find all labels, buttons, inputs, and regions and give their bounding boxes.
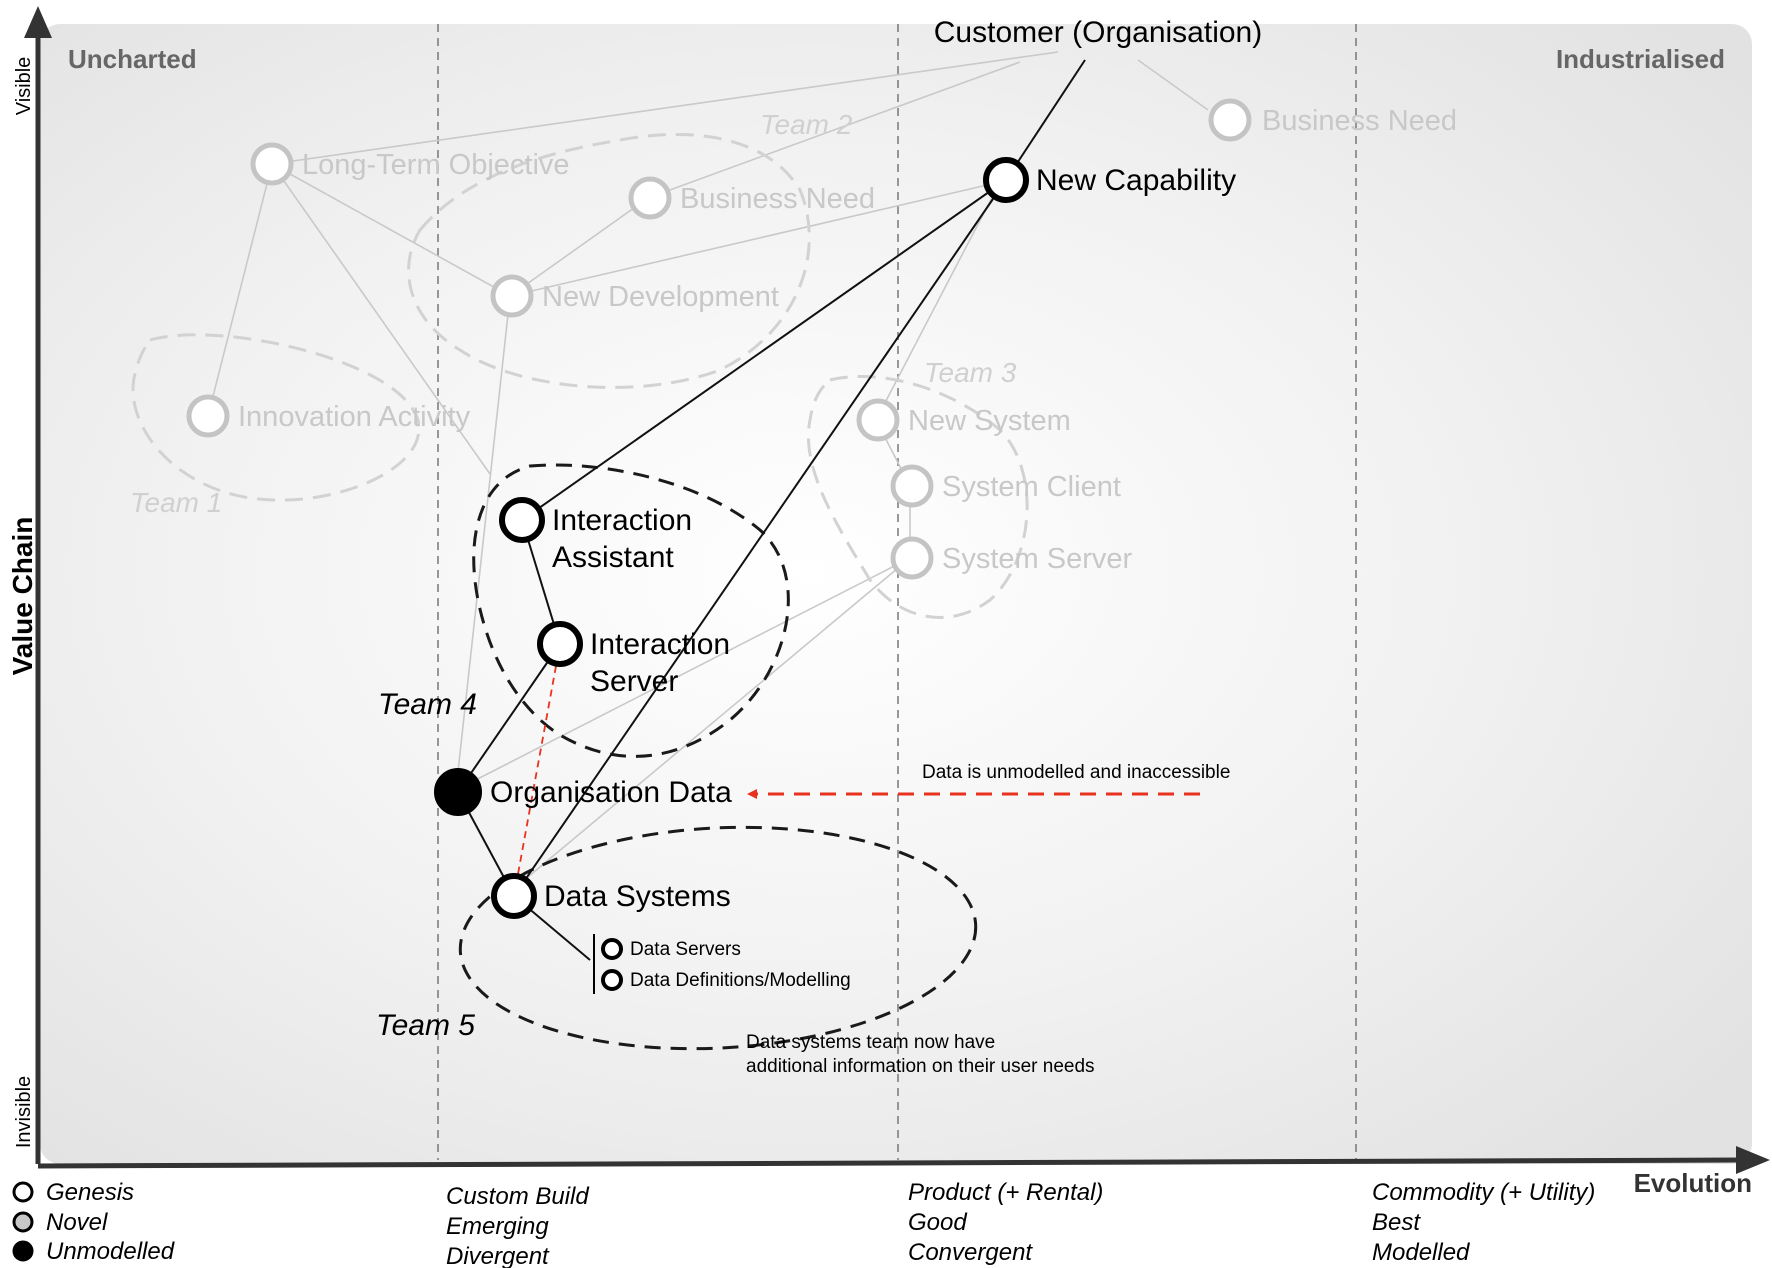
team-boundaries (458, 463, 978, 1051)
team1-boundary (131, 333, 421, 502)
svg-text:Data Servers: Data Servers (630, 939, 741, 960)
svg-text:Interaction: Interaction (552, 504, 692, 537)
svg-text:Unmodelled: Unmodelled (46, 1238, 175, 1265)
corner-label-industrialised: Industrialised (1556, 44, 1725, 74)
legend-genesis-swatch (12, 1181, 34, 1203)
y-axis-bottom-label: Invisible (13, 1076, 35, 1148)
team5-label: Team 5 (376, 1009, 475, 1042)
faded-nodes: Long-Term Objective Business Need Busine… (186, 98, 1457, 580)
svg-text:Long-Term Objective: Long-Term Objective (302, 149, 570, 181)
stage-2-line3: Convergent (908, 1239, 1033, 1266)
node-organisation-data: Organisation Data (434, 768, 732, 816)
team4-boundary (472, 463, 790, 758)
svg-text:Novel: Novel (46, 1209, 108, 1236)
arrow-note: Data is unmodelled and inaccessible (922, 762, 1230, 783)
sub-item-data-definitions: Data Definitions/Modelling (601, 969, 851, 991)
stage-dividers (437, 24, 1357, 1160)
stage-1-line1: Custom Build (446, 1183, 589, 1210)
customer-label: Customer (Organisation) (934, 16, 1262, 49)
stage-2-line1: Product (+ Rental) (908, 1179, 1103, 1206)
y-axis-top-label: Visible (13, 57, 35, 116)
node-new-development: New Development (490, 274, 779, 318)
svg-text:Server: Server (590, 665, 678, 698)
node-system-client: System Client (890, 464, 1121, 508)
stage-1-line2: Emerging (446, 1213, 549, 1240)
corner-label-uncharted: Uncharted (68, 44, 197, 74)
node-system-server: System Server (890, 536, 1132, 580)
faded-team-boundaries (131, 132, 1029, 619)
sub-item-data-servers: Data Servers (601, 938, 741, 960)
node-data-systems: Data Systems (491, 873, 731, 919)
y-axis-arrowhead (24, 6, 52, 38)
legend-unmodelled-swatch (12, 1240, 34, 1262)
legend-novel-swatch (12, 1211, 34, 1233)
team3-label: Team 3 (924, 357, 1017, 388)
svg-text:New Development: New Development (542, 281, 779, 313)
svg-text:Data Definitions/Modelling: Data Definitions/Modelling (630, 970, 851, 991)
node-interaction-assistant: Interaction Assistant (499, 497, 692, 574)
node-new-system: New System (856, 398, 1071, 442)
axes (24, 6, 1770, 1174)
svg-text:Innovation Activity: Innovation Activity (238, 401, 471, 433)
team4-label: Team 4 (378, 688, 477, 721)
x-axis-arrowhead (1736, 1146, 1770, 1174)
svg-text:Genesis: Genesis (46, 1179, 134, 1206)
stage-3-line2: Best (1372, 1209, 1421, 1236)
svg-text:Data Systems: Data Systems (544, 880, 731, 913)
stage-3-line1: Commodity (+ Utility) (1372, 1179, 1595, 1206)
svg-text:System Client: System Client (942, 471, 1121, 503)
svg-text:Business Need: Business Need (1262, 105, 1457, 137)
stage-labels: Custom Build Emerging Divergent Product … (446, 1179, 1595, 1268)
legend-unmodelled: Unmodelled (12, 1238, 175, 1265)
value-chain-links (457, 59, 1086, 961)
team2-label: Team 2 (760, 109, 853, 140)
stage-1-line3: Divergent (446, 1243, 550, 1268)
svg-text:New System: New System (908, 405, 1071, 437)
svg-text:Organisation Data: Organisation Data (490, 776, 732, 809)
node-business-need-2: Business Need (1208, 98, 1457, 142)
node-new-capability: New Capability (983, 157, 1236, 203)
node-interaction-server: Interaction Server (537, 621, 730, 698)
team3-boundary (807, 375, 1029, 619)
link-server-orgdata (457, 643, 561, 793)
svg-text:Business Need: Business Need (680, 183, 875, 215)
link-capability-datasystems (513, 179, 1007, 897)
svg-text:New Capability: New Capability (1036, 164, 1236, 197)
link-capability-assistant (521, 179, 1007, 521)
legend-novel: Novel (12, 1209, 108, 1236)
node-business-need-1: Business Need (628, 176, 875, 220)
data-team-note-line2: additional information on their user nee… (746, 1056, 1095, 1077)
x-axis-title: Evolution (1634, 1168, 1752, 1198)
node-innovation-activity: Innovation Activity (186, 394, 471, 438)
svg-text:Interaction: Interaction (590, 628, 730, 661)
node-long-term-objective: Long-Term Objective (250, 142, 570, 186)
svg-text:System Server: System Server (942, 543, 1132, 575)
map-background (40, 24, 1752, 1164)
team5-boundary (458, 825, 978, 1051)
y-axis-title: Value Chain (7, 517, 38, 676)
stage-2-line2: Good (908, 1209, 967, 1236)
legend: Genesis Novel Unmodelled (12, 1179, 175, 1265)
stage-3-line3: Modelled (1372, 1239, 1470, 1266)
team1-label: Team 1 (130, 487, 222, 518)
data-team-note-line1: Data systems team now have (746, 1032, 995, 1053)
team2-boundary (407, 132, 811, 389)
legend-genesis: Genesis (12, 1179, 134, 1206)
link-customer-capability (1005, 59, 1086, 181)
x-axis (37, 1157, 1743, 1169)
svg-text:Assistant: Assistant (552, 541, 674, 574)
